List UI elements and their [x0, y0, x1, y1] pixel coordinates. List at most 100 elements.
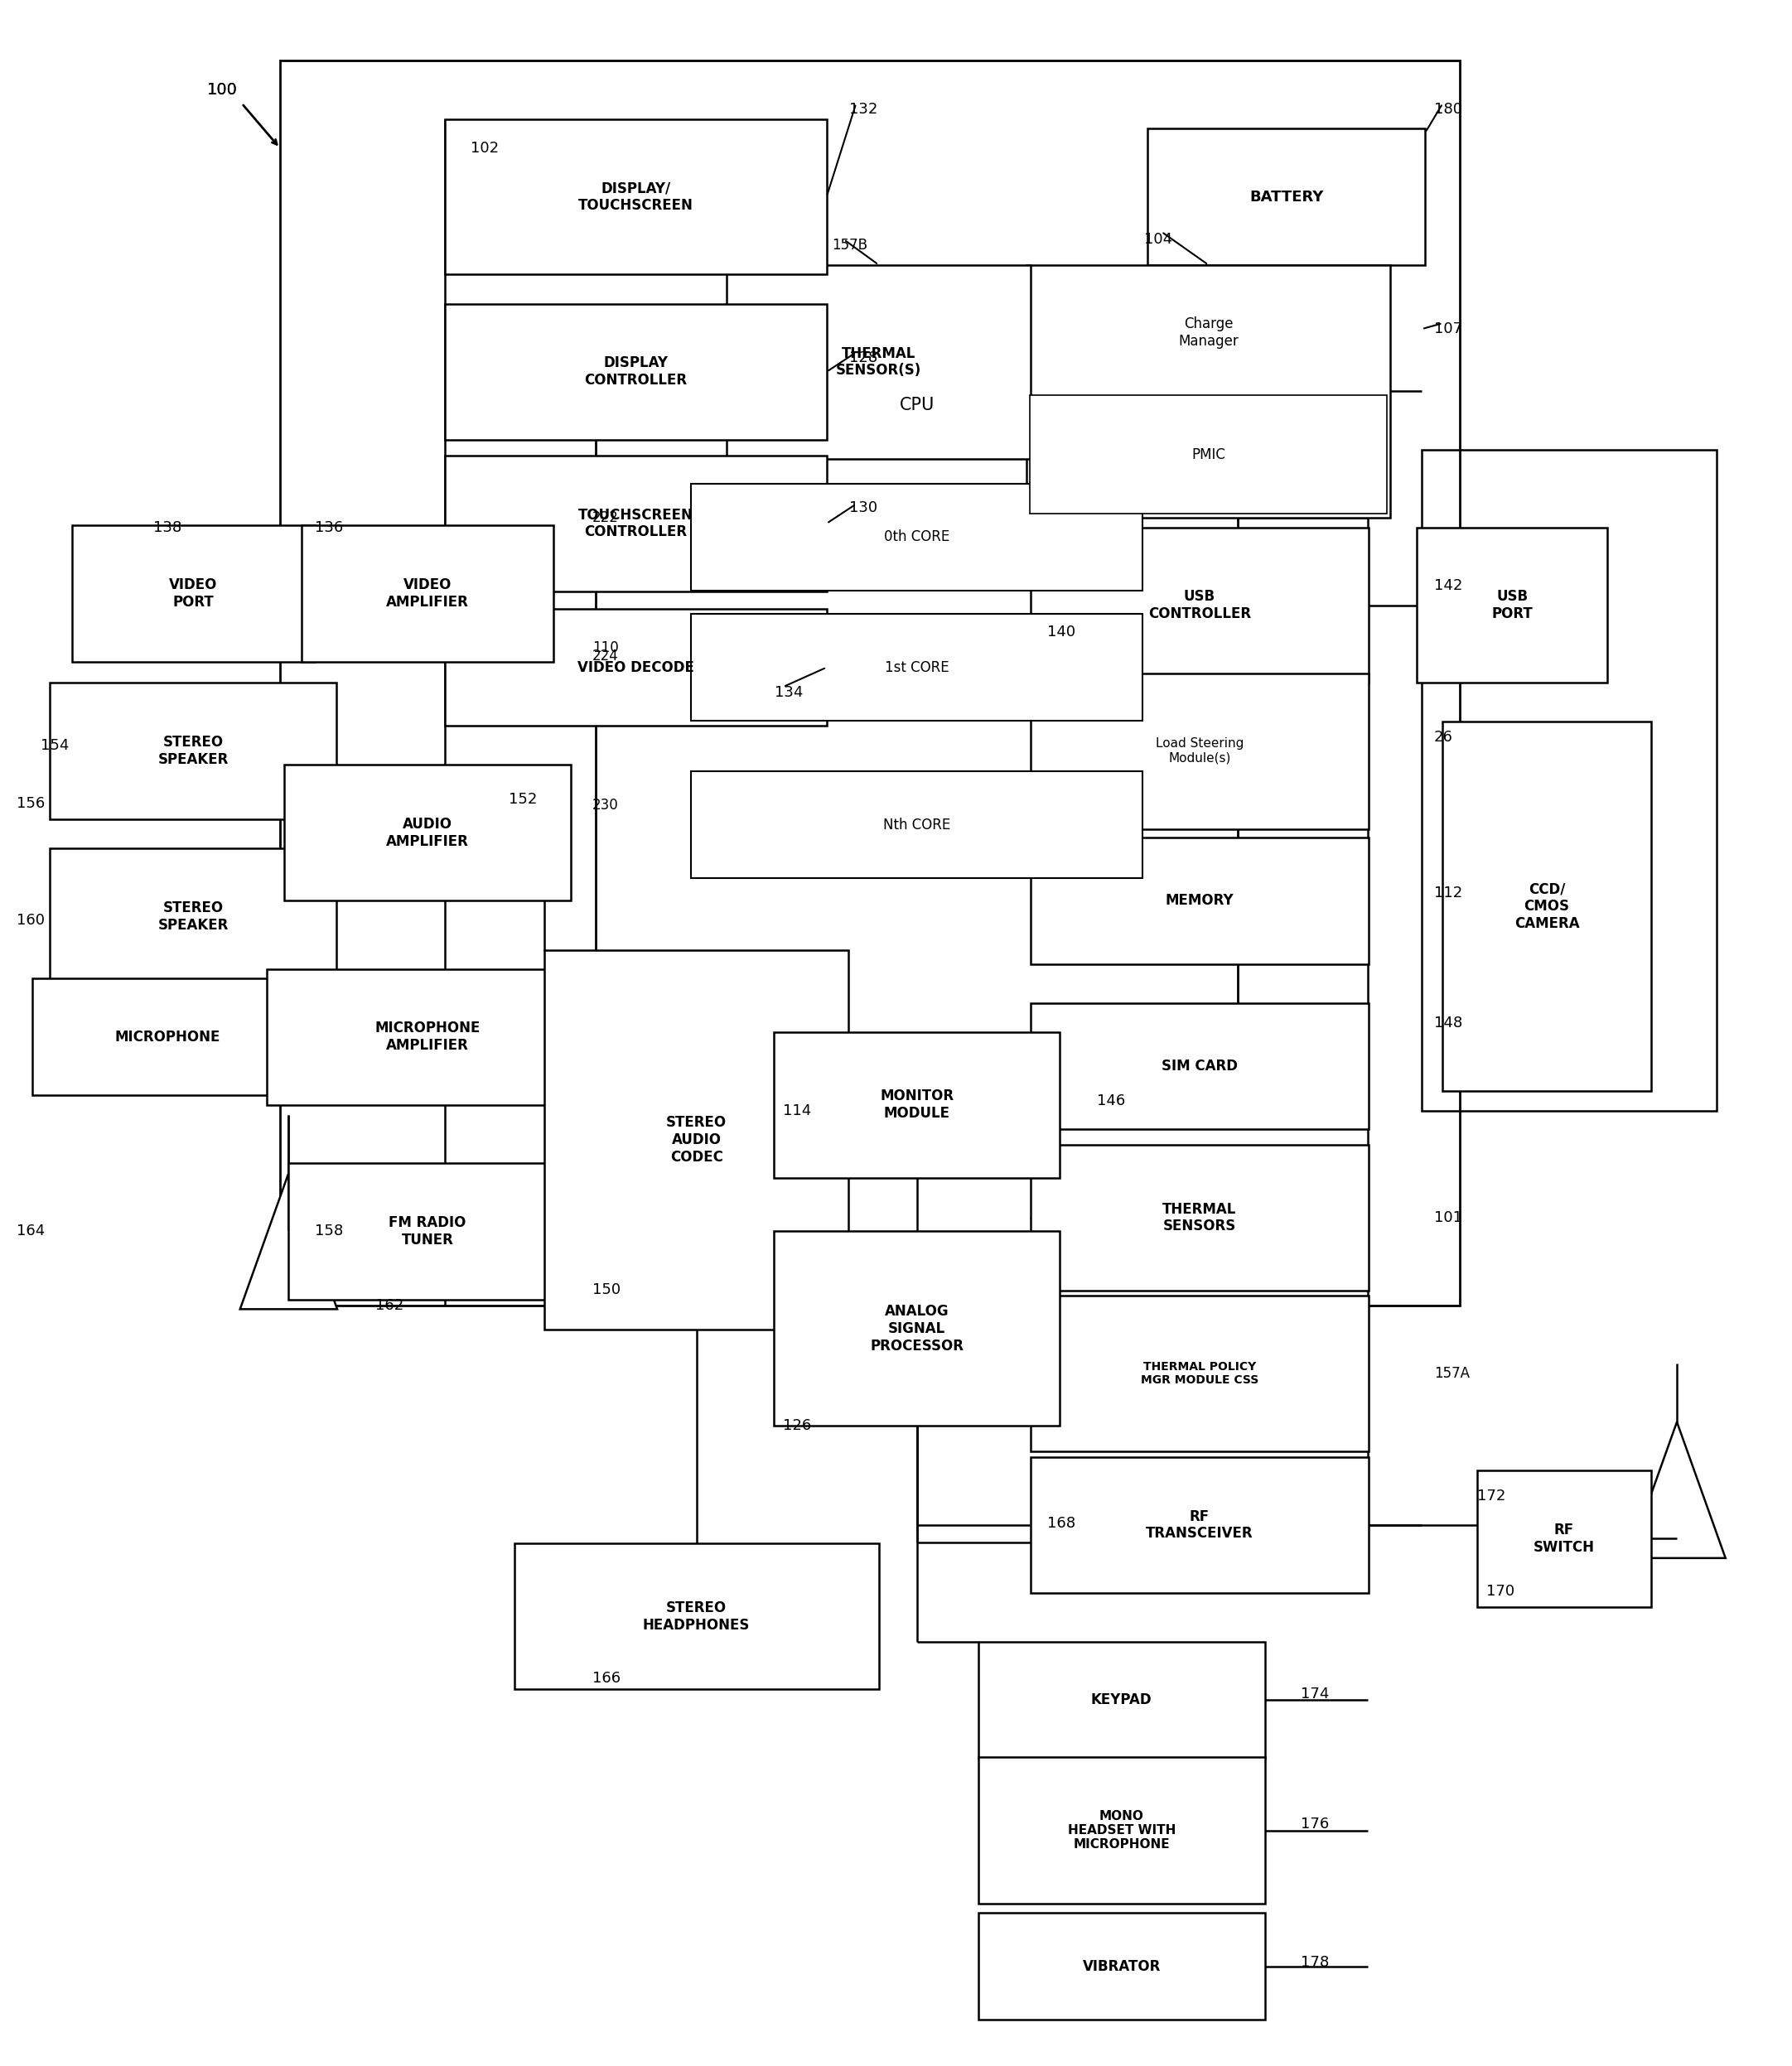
Text: 166: 166 [593, 1671, 620, 1686]
Bar [444, 304, 826, 440]
Text: CCD/
CMOS
CAMERA: CCD/ CMOS CAMERA [1514, 882, 1579, 932]
Text: STEREO
HEADPHONES: STEREO HEADPHONES [643, 1601, 751, 1632]
Bar [1417, 527, 1607, 684]
Text: 101: 101 [1434, 1211, 1462, 1225]
Bar [1030, 1002, 1369, 1130]
Bar [1030, 1295, 1369, 1450]
Text: 150: 150 [593, 1283, 620, 1297]
Text: STEREO
SPEAKER: STEREO SPEAKER [158, 735, 229, 766]
Text: 107: 107 [1434, 322, 1462, 337]
Text: TOUCHSCREEN
CONTROLLER: TOUCHSCREEN CONTROLLER [579, 508, 694, 539]
Text: VIDEO DECODE: VIDEO DECODE [577, 659, 694, 676]
Text: 140: 140 [1047, 624, 1075, 640]
Text: 154: 154 [41, 738, 68, 752]
Text: 110: 110 [593, 640, 618, 655]
Bar [514, 1543, 878, 1690]
Text: 130: 130 [849, 500, 878, 514]
Text: THERMAL
SENSORS: THERMAL SENSORS [1163, 1202, 1236, 1233]
Text: AUDIO
AMPLIFIER: AUDIO AMPLIFIER [385, 816, 470, 849]
Text: 157B: 157B [831, 238, 867, 252]
Text: RF
SWITCH: RF SWITCH [1534, 1523, 1595, 1556]
Bar [1443, 721, 1650, 1091]
Bar [1147, 128, 1425, 264]
Text: 160: 160 [16, 913, 45, 928]
Bar [1421, 450, 1717, 1112]
Text: ANALOG
SIGNAL
PROCESSOR: ANALOG SIGNAL PROCESSOR [869, 1304, 964, 1353]
Text: 132: 132 [849, 101, 878, 116]
Text: USB
CONTROLLER: USB CONTROLLER [1149, 589, 1251, 622]
Text: USB
PORT: USB PORT [1491, 589, 1532, 622]
Bar [280, 60, 1460, 1306]
Bar [692, 771, 1143, 878]
Polygon shape [1629, 1421, 1726, 1558]
Bar [1030, 527, 1369, 684]
Text: 146: 146 [1097, 1093, 1125, 1109]
Text: SIM CARD: SIM CARD [1161, 1058, 1238, 1074]
Text: 157A: 157A [1434, 1366, 1469, 1380]
Bar [72, 525, 315, 661]
Text: 180: 180 [1434, 101, 1462, 116]
Text: 136: 136 [315, 521, 342, 535]
Bar [978, 1913, 1265, 2021]
Text: BATTERY: BATTERY [1249, 190, 1324, 205]
Text: 138: 138 [154, 521, 181, 535]
Text: 102: 102 [471, 140, 500, 155]
Text: MICROPHONE
AMPLIFIER: MICROPHONE AMPLIFIER [375, 1021, 480, 1054]
Text: FM RADIO
TUNER: FM RADIO TUNER [389, 1215, 466, 1248]
Bar [267, 969, 588, 1105]
Bar [50, 684, 337, 818]
Bar [32, 979, 301, 1095]
Text: MONO
HEADSET WITH
MICROPHONE: MONO HEADSET WITH MICROPHONE [1068, 1810, 1176, 1851]
Text: 1st CORE: 1st CORE [885, 659, 950, 676]
Text: 104: 104 [1143, 231, 1172, 248]
Bar [774, 1033, 1061, 1178]
Bar [444, 455, 826, 591]
Text: THERMAL
SENSOR(S): THERMAL SENSOR(S) [835, 345, 921, 378]
Text: 100: 100 [208, 83, 238, 97]
Text: VIDEO
AMPLIFIER: VIDEO AMPLIFIER [385, 576, 470, 609]
Bar [1030, 1457, 1369, 1593]
Text: 26: 26 [1434, 729, 1453, 746]
Bar [1030, 395, 1387, 514]
Text: KEYPAD: KEYPAD [1091, 1692, 1152, 1707]
Bar [545, 950, 848, 1331]
Text: 170: 170 [1486, 1585, 1514, 1599]
Text: MEMORY: MEMORY [1165, 893, 1235, 909]
Text: 148: 148 [1434, 1016, 1462, 1031]
Text: Charge
Manager: Charge Manager [1177, 316, 1238, 349]
Bar [301, 525, 554, 661]
Text: STEREO
AUDIO
CODEC: STEREO AUDIO CODEC [667, 1116, 728, 1165]
Bar [774, 1231, 1061, 1426]
Bar [1030, 1145, 1369, 1291]
Text: THERMAL POLICY
MGR MODULE CSS: THERMAL POLICY MGR MODULE CSS [1142, 1361, 1258, 1386]
Text: 230: 230 [593, 797, 618, 812]
Text: PMIC: PMIC [1192, 446, 1226, 463]
Text: 178: 178 [1301, 1954, 1328, 1971]
Bar [444, 609, 826, 725]
Bar [289, 1163, 566, 1300]
Text: MICROPHONE: MICROPHONE [115, 1029, 220, 1043]
Bar [692, 614, 1143, 721]
Text: Nth CORE: Nth CORE [883, 818, 950, 833]
Text: 174: 174 [1301, 1686, 1330, 1702]
Text: 158: 158 [315, 1223, 342, 1240]
Bar [692, 483, 1143, 591]
Bar [1030, 674, 1369, 828]
Text: 164: 164 [16, 1223, 45, 1240]
Text: 114: 114 [783, 1103, 812, 1118]
Bar [978, 1642, 1265, 1758]
Text: 172: 172 [1477, 1488, 1505, 1504]
Text: MONITOR
MODULE: MONITOR MODULE [880, 1089, 953, 1122]
Text: STEREO
SPEAKER: STEREO SPEAKER [158, 901, 229, 932]
Text: 162: 162 [375, 1297, 403, 1312]
Bar [50, 849, 337, 983]
Bar [1477, 1471, 1650, 1607]
Bar [978, 1758, 1265, 1903]
Text: 222: 222 [593, 510, 618, 525]
Text: RF
TRANSCEIVER: RF TRANSCEIVER [1147, 1508, 1253, 1541]
Text: 126: 126 [783, 1419, 812, 1434]
Text: 112: 112 [1434, 886, 1462, 901]
Text: 128: 128 [849, 351, 878, 366]
Text: 142: 142 [1434, 578, 1462, 593]
Text: 168: 168 [1047, 1516, 1075, 1531]
